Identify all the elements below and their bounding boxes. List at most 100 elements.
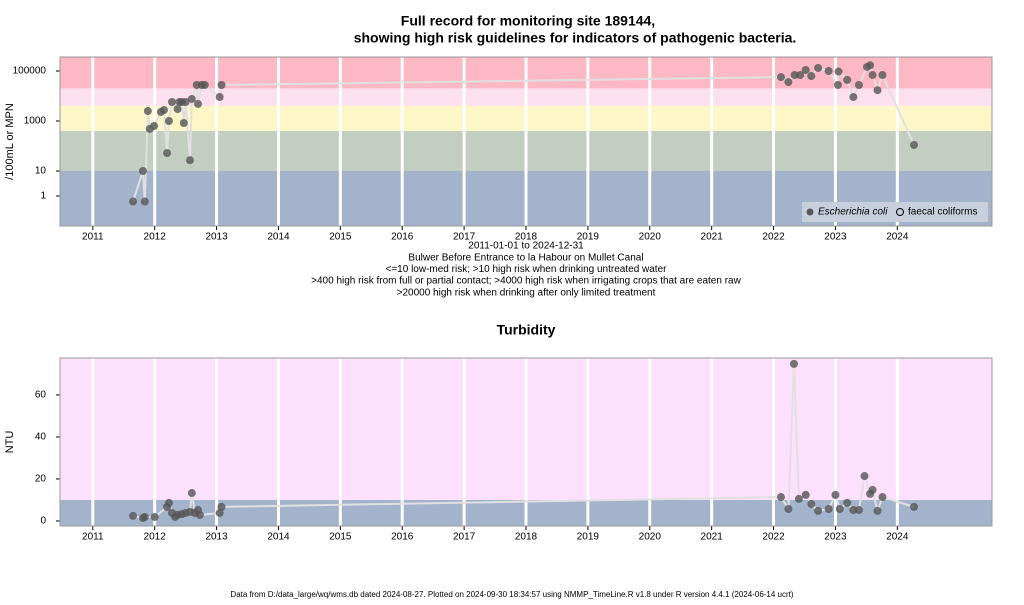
x-tick-label: 2015 bbox=[329, 532, 352, 543]
x-axis-label: >400 high risk from full or partial cont… bbox=[311, 276, 741, 287]
data-point bbox=[784, 504, 793, 513]
data-point bbox=[801, 490, 810, 499]
legend-label: faecal coliforms bbox=[908, 207, 977, 218]
data-point bbox=[194, 99, 203, 108]
y-tick-label: 60 bbox=[35, 390, 47, 401]
legend-marker bbox=[806, 208, 814, 216]
data-point bbox=[854, 81, 863, 90]
data-point bbox=[873, 506, 882, 515]
footer: Data from D:/data_large/wq/wms.db dated … bbox=[230, 590, 793, 599]
x-tick-label: 2022 bbox=[762, 232, 785, 243]
data-point bbox=[168, 98, 177, 107]
data-point bbox=[790, 71, 799, 80]
x-tick-label: 2014 bbox=[267, 232, 290, 243]
data-point bbox=[843, 498, 852, 507]
data-point bbox=[878, 71, 887, 80]
data-point bbox=[776, 73, 785, 82]
x-axis-label: <=10 low-med risk; >10 high risk when dr… bbox=[386, 264, 668, 275]
data-point bbox=[181, 98, 190, 107]
y-axis-label: /100mL or MPN bbox=[4, 103, 16, 180]
x-tick-label: 2011 bbox=[82, 532, 104, 543]
data-point bbox=[185, 156, 194, 165]
data-point bbox=[910, 140, 919, 149]
x-tick-label: 2023 bbox=[824, 232, 847, 243]
data-point bbox=[140, 512, 149, 521]
x-tick-label: 2017 bbox=[453, 232, 476, 243]
data-point bbox=[129, 197, 138, 206]
x-tick-label: 2017 bbox=[453, 532, 476, 543]
x-tick-label: 2020 bbox=[639, 532, 662, 543]
data-point bbox=[807, 72, 816, 81]
x-tick-label: 2021 bbox=[701, 532, 724, 543]
data-point bbox=[217, 502, 226, 511]
x-tick-label: 2022 bbox=[762, 532, 785, 543]
chart-subtitle: showing high risk guidelines for indicat… bbox=[354, 30, 797, 46]
legend-label: Escherichia coli bbox=[818, 207, 888, 218]
data-point bbox=[217, 81, 226, 90]
chart-title: Turbidity bbox=[497, 322, 556, 338]
data-point bbox=[854, 506, 863, 515]
y-tick-label: 1000 bbox=[24, 116, 47, 127]
data-point bbox=[164, 116, 173, 125]
data-point bbox=[843, 75, 852, 84]
data-point bbox=[849, 506, 858, 515]
x-tick-label: 2016 bbox=[391, 532, 414, 543]
data-point bbox=[129, 511, 138, 520]
data-point bbox=[849, 93, 858, 102]
data-point bbox=[866, 61, 875, 70]
x-tick-label: 2012 bbox=[144, 232, 167, 243]
data-point bbox=[215, 93, 224, 102]
data-point bbox=[187, 489, 196, 498]
data-point bbox=[796, 71, 805, 80]
data-point bbox=[215, 508, 224, 517]
data-point bbox=[807, 499, 816, 508]
data-point bbox=[776, 493, 785, 502]
x-tick-label: 2023 bbox=[824, 532, 847, 543]
x-tick-label: 2024 bbox=[886, 232, 909, 243]
data-point bbox=[831, 490, 840, 499]
data-point bbox=[824, 504, 833, 513]
data-point bbox=[164, 498, 173, 507]
data-point bbox=[878, 493, 887, 502]
y-tick-label: 0 bbox=[40, 516, 46, 527]
legend: Escherichia coli faecal coliforms bbox=[802, 202, 988, 222]
legend-box bbox=[802, 202, 988, 222]
data-point bbox=[814, 63, 823, 72]
x-tick-label: 2018 bbox=[515, 532, 538, 543]
x-tick-label: 2011 bbox=[82, 232, 104, 243]
x-tick-label: 2016 bbox=[391, 232, 414, 243]
data-point bbox=[150, 122, 159, 131]
data-point bbox=[834, 67, 843, 76]
chart-title: Full record for monitoring site 189144, bbox=[401, 13, 655, 29]
data-point bbox=[150, 512, 159, 521]
x-tick-label: 2015 bbox=[329, 232, 352, 243]
data-point bbox=[833, 81, 842, 90]
data-point bbox=[195, 510, 204, 519]
y-axis-label: NTU bbox=[4, 431, 16, 454]
x-tick-label: 2021 bbox=[701, 232, 724, 243]
data-point bbox=[200, 81, 209, 90]
data-point bbox=[138, 166, 147, 175]
data-point bbox=[143, 107, 152, 116]
data-point bbox=[179, 119, 188, 128]
plot-frame bbox=[59, 357, 993, 527]
y-tick-label: 100000 bbox=[13, 66, 47, 77]
data-point bbox=[187, 94, 196, 103]
x-axis-label: Bulwer Before Entrance to la Habour on M… bbox=[408, 252, 643, 263]
data-point bbox=[868, 71, 877, 80]
data-point bbox=[163, 149, 172, 158]
y-tick-label: 10 bbox=[35, 166, 47, 177]
data-point bbox=[789, 359, 798, 368]
data-point bbox=[873, 86, 882, 95]
x-tick-label: 2020 bbox=[639, 232, 662, 243]
data-point bbox=[868, 485, 877, 494]
x-tick-label: 2014 bbox=[267, 532, 290, 543]
plot-frame bbox=[59, 56, 993, 227]
x-tick-label: 2013 bbox=[205, 532, 228, 543]
data-point bbox=[824, 66, 833, 75]
data-point bbox=[173, 105, 182, 114]
data-point bbox=[159, 106, 168, 115]
y-tick-label: 40 bbox=[35, 432, 47, 443]
data-point bbox=[860, 472, 869, 481]
